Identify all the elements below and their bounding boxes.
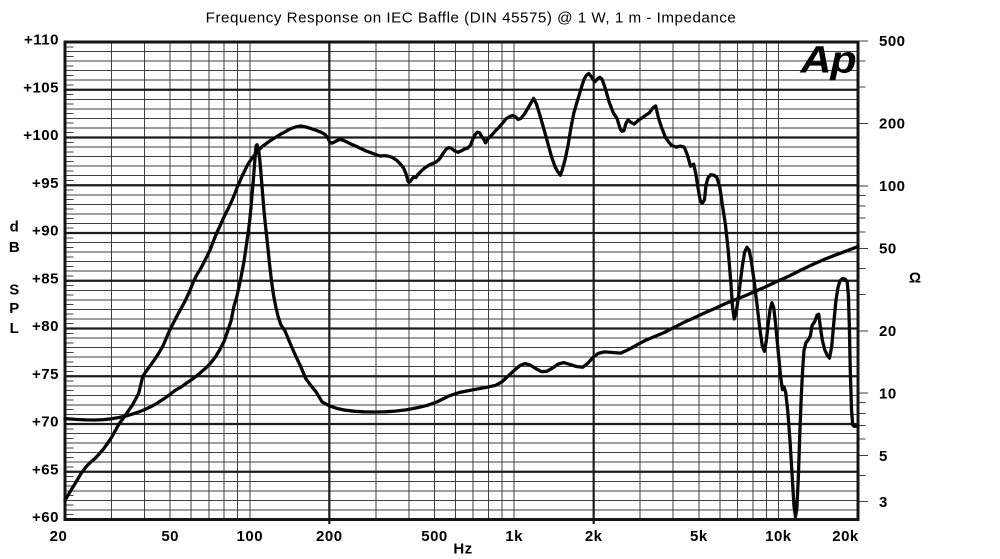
svg-text:Frequency Response on IEC Baff: Frequency Response on IEC Baffle (DIN 45… xyxy=(206,10,737,27)
svg-text:50: 50 xyxy=(879,241,897,258)
svg-text:+95: +95 xyxy=(32,175,59,192)
svg-text:+60: +60 xyxy=(32,509,59,526)
svg-text:Hz: Hz xyxy=(453,541,472,558)
svg-text:Ap: Ap xyxy=(799,38,855,81)
svg-text:+80: +80 xyxy=(32,318,59,335)
svg-text:+75: +75 xyxy=(32,366,59,383)
svg-text:L: L xyxy=(10,320,20,337)
svg-text:+65: +65 xyxy=(32,462,59,479)
svg-text:+85: +85 xyxy=(32,270,59,287)
svg-text:d: d xyxy=(10,219,20,236)
svg-text:+70: +70 xyxy=(32,414,59,431)
svg-text:5: 5 xyxy=(879,448,888,465)
svg-text:20k: 20k xyxy=(832,528,859,545)
svg-text:100: 100 xyxy=(237,528,264,545)
svg-text:+90: +90 xyxy=(32,223,59,240)
svg-text:500: 500 xyxy=(421,528,448,545)
svg-text:+105: +105 xyxy=(23,80,59,97)
svg-text:200: 200 xyxy=(879,116,906,133)
svg-text:10: 10 xyxy=(879,385,897,402)
svg-text:200: 200 xyxy=(316,528,343,545)
svg-text:+100: +100 xyxy=(23,127,59,144)
svg-text:20: 20 xyxy=(50,528,68,545)
svg-text:5k: 5k xyxy=(690,528,708,545)
svg-text:20: 20 xyxy=(879,323,897,340)
svg-text:3: 3 xyxy=(879,494,888,511)
svg-text:+110: +110 xyxy=(24,32,59,49)
svg-text:50: 50 xyxy=(161,528,179,545)
svg-text:100: 100 xyxy=(879,178,906,195)
svg-text:Ω: Ω xyxy=(909,270,922,287)
svg-text:P: P xyxy=(9,300,20,317)
svg-text:10k: 10k xyxy=(765,528,792,545)
svg-text:500: 500 xyxy=(879,33,906,50)
svg-text:2k: 2k xyxy=(585,528,603,545)
svg-text:1k: 1k xyxy=(505,528,523,545)
svg-text:S: S xyxy=(9,282,20,299)
svg-text:B: B xyxy=(9,239,20,256)
